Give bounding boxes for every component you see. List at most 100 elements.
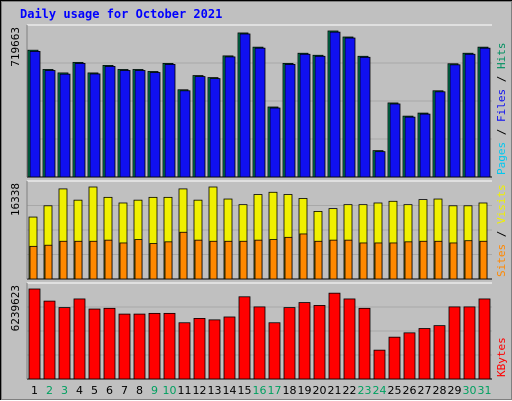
bar-files-day-31 bbox=[479, 47, 491, 178]
bar-sites-day-3 bbox=[59, 240, 68, 280]
bar-files-day-1 bbox=[29, 51, 41, 178]
legend: Pages / Files / Hits bbox=[495, 43, 508, 176]
bar-kbytes-day-1 bbox=[28, 288, 41, 380]
x-tick-label: 7 bbox=[121, 384, 128, 397]
legend-entry: / bbox=[495, 69, 508, 89]
bar-sites-day-18 bbox=[284, 236, 293, 280]
bar-kbytes-day-25 bbox=[388, 336, 401, 380]
bar-sites-day-6 bbox=[104, 239, 113, 280]
bar-files-day-14 bbox=[224, 56, 236, 178]
bar-kbytes-day-8 bbox=[133, 313, 146, 380]
bar-sites-day-25 bbox=[389, 242, 398, 280]
chart-title: Daily usage for October 2021 bbox=[20, 7, 223, 21]
bar-files-day-4 bbox=[74, 62, 86, 178]
bar-sites-day-19 bbox=[299, 233, 308, 280]
bar-kbytes-day-5 bbox=[88, 308, 101, 380]
ymax-label: 6239623 bbox=[9, 285, 22, 331]
x-tick-label: 2 bbox=[46, 384, 53, 397]
bar-files-day-21 bbox=[329, 31, 341, 178]
bar-kbytes-day-16 bbox=[253, 306, 266, 380]
bar-sites-day-24 bbox=[374, 242, 383, 280]
legend-entry: Visits bbox=[495, 184, 508, 224]
x-tick-label: 16 bbox=[253, 384, 267, 397]
bar-files-day-2 bbox=[44, 70, 56, 178]
bar-kbytes-day-12 bbox=[193, 318, 206, 380]
bar-sites-day-17 bbox=[269, 239, 278, 280]
bar-kbytes-day-18 bbox=[283, 307, 296, 380]
legend-entry: Sites bbox=[495, 244, 508, 277]
bar-files-day-8 bbox=[134, 70, 146, 178]
bar-sites-day-30 bbox=[464, 240, 473, 280]
x-tick-label: 20 bbox=[313, 384, 327, 397]
bar-files-day-28 bbox=[434, 91, 446, 178]
bar-kbytes-day-26 bbox=[403, 332, 416, 380]
bar-files-day-15 bbox=[239, 33, 251, 178]
x-tick-label: 30 bbox=[463, 384, 477, 397]
bar-sites-day-8 bbox=[134, 239, 143, 280]
bar-kbytes-day-3 bbox=[58, 307, 71, 380]
x-tick-label: 10 bbox=[163, 384, 177, 397]
bar-kbytes-day-19 bbox=[298, 302, 311, 380]
bar-files-day-17 bbox=[269, 107, 281, 178]
bar-sites-day-29 bbox=[449, 242, 458, 280]
bar-sites-day-9 bbox=[149, 243, 158, 280]
bar-kbytes-day-21 bbox=[328, 292, 341, 380]
bar-files-day-9 bbox=[149, 72, 161, 178]
bar-sites-day-26 bbox=[404, 241, 413, 280]
bar-sites-day-10 bbox=[164, 241, 173, 280]
bar-sites-day-11 bbox=[179, 231, 188, 280]
bar-sites-day-27 bbox=[419, 240, 428, 280]
bar-sites-day-21 bbox=[329, 239, 338, 280]
x-tick-label: 31 bbox=[478, 384, 492, 397]
bar-sites-day-12 bbox=[194, 239, 203, 280]
bar-sites-day-5 bbox=[89, 240, 98, 280]
x-tick-label: 8 bbox=[136, 384, 143, 397]
x-tick-label: 25 bbox=[388, 384, 402, 397]
bar-files-day-10 bbox=[164, 64, 176, 178]
bar-sites-day-14 bbox=[224, 240, 233, 280]
bar-kbytes-day-13 bbox=[208, 319, 221, 380]
bar-sites-day-15 bbox=[239, 240, 248, 280]
x-tick-label: 18 bbox=[283, 384, 297, 397]
bar-sites-day-28 bbox=[434, 240, 443, 280]
x-tick-label: 1 bbox=[31, 384, 38, 397]
legend-entry: / bbox=[495, 224, 508, 244]
bar-sites-day-4 bbox=[74, 240, 83, 280]
legend-entry: Pages bbox=[495, 142, 508, 175]
x-tick-label: 9 bbox=[151, 384, 158, 397]
bar-kbytes-day-11 bbox=[178, 322, 191, 380]
x-tick-label: 15 bbox=[238, 384, 252, 397]
bar-kbytes-day-7 bbox=[118, 313, 131, 380]
bar-files-day-18 bbox=[284, 64, 296, 178]
bar-files-day-26 bbox=[404, 116, 416, 178]
bar-kbytes-day-27 bbox=[418, 328, 431, 380]
bar-sites-day-1 bbox=[29, 245, 38, 280]
bar-files-day-16 bbox=[254, 47, 266, 178]
bar-kbytes-day-24 bbox=[373, 349, 386, 380]
bar-files-day-6 bbox=[104, 66, 116, 178]
bar-kbytes-day-29 bbox=[448, 306, 461, 380]
bar-kbytes-day-6 bbox=[103, 307, 116, 380]
bar-kbytes-day-23 bbox=[358, 307, 371, 380]
bar-kbytes-day-20 bbox=[313, 305, 326, 380]
bar-files-day-23 bbox=[359, 56, 371, 178]
bar-files-day-19 bbox=[299, 53, 311, 178]
bar-files-day-20 bbox=[314, 55, 326, 178]
bar-sites-day-20 bbox=[314, 240, 323, 280]
legend-entry: KBytes bbox=[495, 337, 508, 377]
bar-sites-day-13 bbox=[209, 240, 218, 280]
bar-files-day-29 bbox=[449, 64, 461, 178]
bar-files-day-13 bbox=[209, 78, 221, 178]
bar-sites-day-22 bbox=[344, 239, 353, 280]
bar-sites-day-7 bbox=[119, 242, 128, 280]
x-tick-label: 14 bbox=[223, 384, 237, 397]
x-tick-label: 28 bbox=[433, 384, 447, 397]
x-tick-label: 24 bbox=[373, 384, 387, 397]
bar-files-day-7 bbox=[119, 70, 131, 178]
bar-sites-day-16 bbox=[254, 239, 263, 280]
x-tick-label: 13 bbox=[208, 384, 222, 397]
bar-files-day-30 bbox=[464, 53, 476, 178]
legend-entry: Hits bbox=[495, 43, 508, 70]
x-tick-label: 19 bbox=[298, 384, 312, 397]
